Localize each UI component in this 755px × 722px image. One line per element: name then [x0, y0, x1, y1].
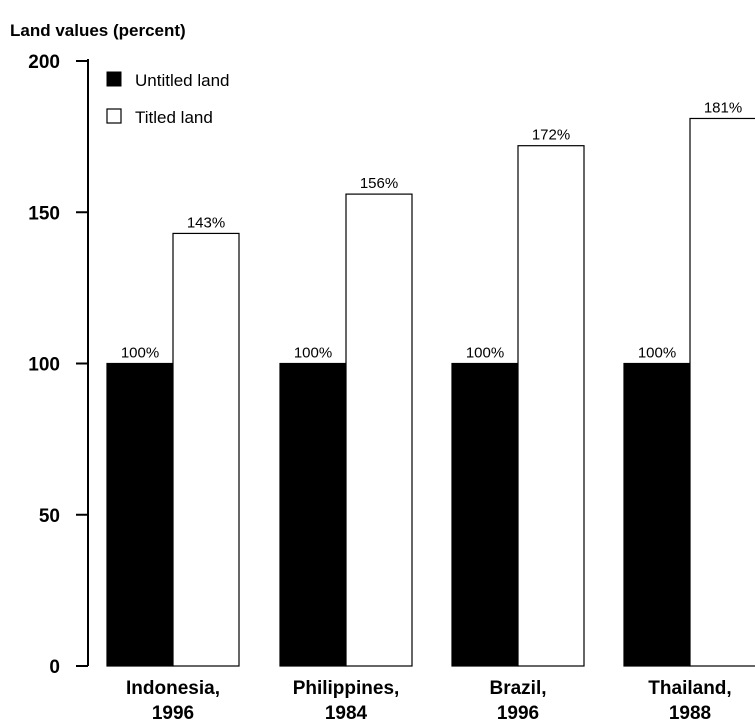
category-label: Thailand,: [648, 678, 731, 699]
category-label: Philippines,: [293, 678, 400, 699]
data-label: 156%: [360, 175, 398, 192]
bar-titled-land: [689, 117, 755, 667]
legend-swatch-untitled: [106, 71, 122, 87]
bar-titled-land: [172, 232, 240, 667]
y-axis-label: Land values (percent): [10, 21, 186, 40]
legend-swatch-titled: [106, 108, 122, 124]
bar-untitled-land: [451, 362, 519, 667]
category-year: 1996: [497, 703, 539, 722]
data-label: 143%: [187, 214, 225, 231]
y-tick-label: 200: [28, 52, 60, 73]
category-year: 1996: [152, 703, 194, 722]
category-label: Indonesia,: [126, 678, 220, 699]
y-tick-label: 100: [28, 355, 60, 376]
category-labels: Indonesia, 1996 Philippines, 1984 Brazil, 199…: [126, 678, 732, 722]
bar-untitled-land: [106, 362, 174, 667]
legend-label-untitled: Untitled land: [135, 71, 230, 90]
category-label: Brazil,: [489, 678, 546, 699]
legend: Untitled land Titled land: [106, 71, 230, 127]
bar-untitled-land: [279, 362, 347, 667]
data-label: 100%: [638, 345, 676, 362]
bars: [106, 117, 755, 667]
data-label: 181%: [704, 99, 742, 116]
data-label: 100%: [121, 345, 159, 362]
y-tick-label: 50: [39, 506, 60, 527]
category-year: 1988: [669, 703, 711, 722]
y-tick-label: 150: [28, 203, 60, 224]
bar-titled-land: [517, 145, 585, 667]
y-tick-label: 0: [49, 657, 60, 678]
data-label: 172%: [532, 127, 570, 144]
bar-untitled-land: [623, 362, 691, 667]
category-year: 1984: [325, 703, 368, 722]
bar-titled-land: [345, 193, 413, 667]
data-label: 100%: [294, 345, 332, 362]
data-label: 100%: [466, 345, 504, 362]
y-axis-ticks: 200 150 100 50 0: [28, 52, 88, 678]
data-labels: 100% 143% 100% 156% 100% 172% 100% 181%: [121, 99, 742, 361]
legend-label-titled: Titled land: [135, 108, 213, 127]
